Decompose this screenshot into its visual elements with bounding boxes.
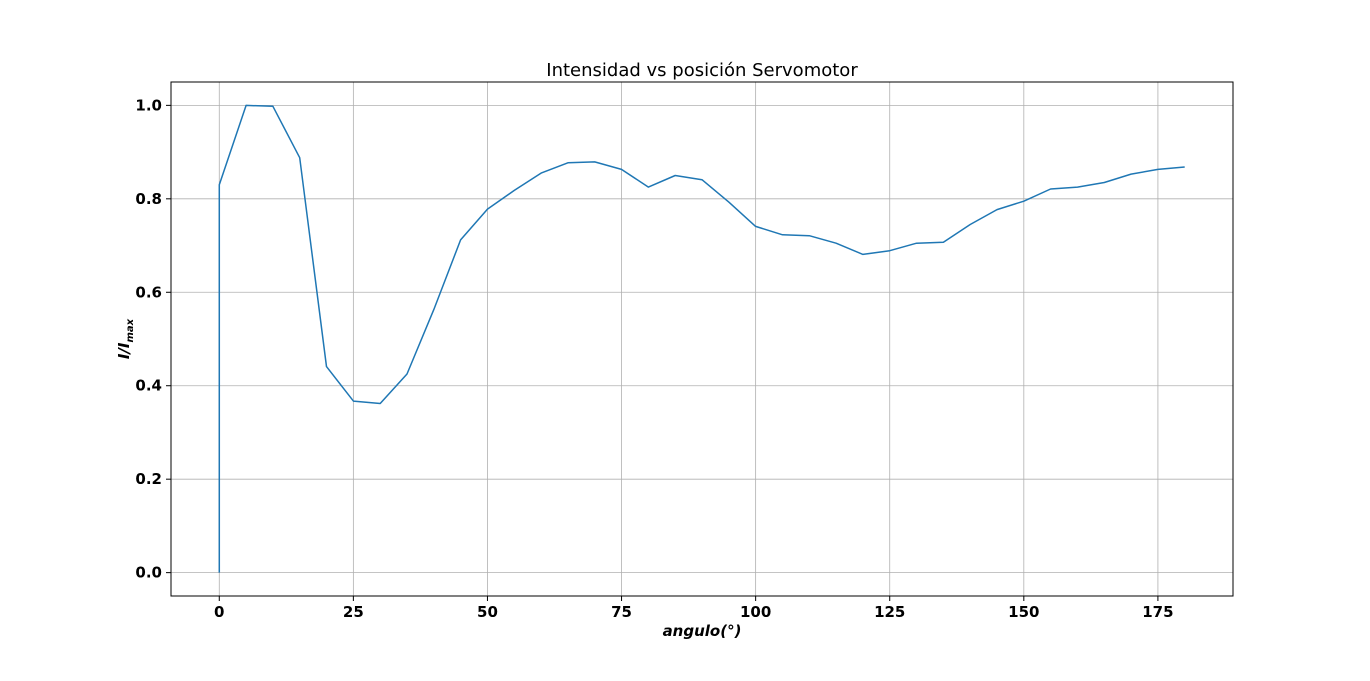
x-tick-label: 100 (740, 603, 771, 621)
y-tick-label: 0.6 (135, 283, 162, 301)
y-tick-label: 0.0 (135, 564, 162, 582)
y-tick-label: 0.8 (135, 190, 162, 208)
x-tick-label: 175 (1142, 603, 1173, 621)
y-axis-label: I/Imax (115, 318, 136, 359)
y-tick-label: 1.0 (135, 96, 162, 114)
grid (171, 82, 1233, 596)
ticks: 0 25 50 75 100 125 150 175 0.0 0.2 0.4 0.6 0.8 1.0 (135, 96, 1173, 621)
x-tick-label: 75 (611, 603, 632, 621)
plot-frame (170, 81, 1234, 597)
y-tick-label: 0.2 (135, 470, 162, 488)
x-tick-label: 50 (477, 603, 498, 621)
x-axis-label: angulo(°) (663, 622, 742, 640)
y-axis-label-base: I/I (115, 342, 133, 359)
x-tick-label: 150 (1008, 603, 1039, 621)
series-layer (218, 104, 1185, 573)
y-tick-label: 0.4 (135, 377, 162, 395)
x-tick-label: 25 (343, 603, 364, 621)
chart-title: Intensidad vs posición Servomotor (546, 60, 858, 81)
series-line (218, 104, 1185, 573)
x-tick-label: 0 (214, 603, 224, 621)
x-tick-label: 125 (874, 603, 905, 621)
y-axis-label-sub: max (125, 318, 136, 342)
